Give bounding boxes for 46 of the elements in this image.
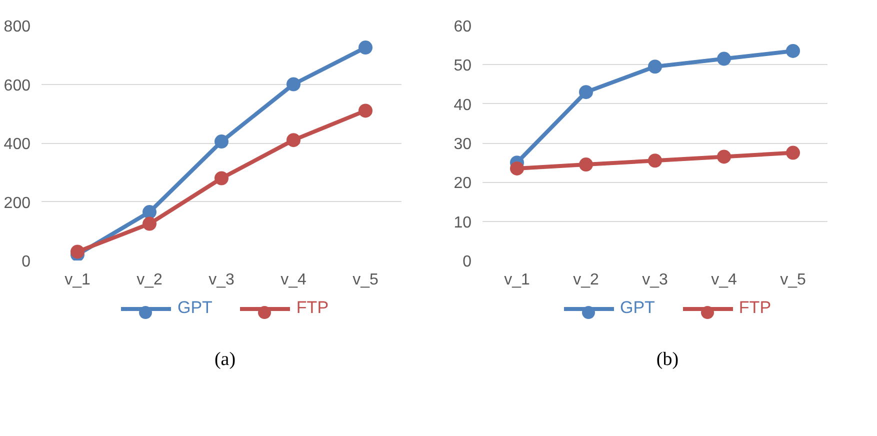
y-tick-label: 0 [462, 254, 472, 270]
point [358, 104, 372, 118]
legend-label: FTP [738, 298, 772, 317]
point [286, 77, 300, 92]
x-tick-label: v_5 [780, 272, 806, 288]
point [786, 44, 800, 58]
point [214, 171, 228, 186]
x-tick-label: v_1 [64, 272, 90, 288]
point [358, 40, 372, 55]
x-tick-label: v_1 [504, 272, 530, 288]
text: (b) [656, 348, 679, 372]
x-tick-label: v_2 [136, 272, 162, 288]
point [510, 161, 524, 176]
point [648, 154, 662, 168]
point [786, 146, 800, 160]
y-tick-label: 800 [4, 18, 31, 36]
y-tick-label: 10 [454, 214, 472, 232]
x-tick-label: v_5 [352, 272, 378, 288]
point [717, 150, 731, 164]
point [70, 244, 84, 259]
x-tick-label: v_3 [208, 272, 234, 288]
y-tick-label: 30 [454, 136, 472, 153]
x-tick-label: v_4 [711, 272, 737, 288]
point [717, 52, 731, 66]
y-tick-label: 200 [4, 194, 31, 212]
x-tick-label: v_3 [642, 272, 668, 288]
x-tick-label: v_2 [573, 272, 599, 288]
x-tick-label: v_4 [280, 272, 306, 288]
legend-label: FTP [295, 298, 329, 317]
point [214, 134, 228, 149]
y-tick-label: 20 [454, 175, 472, 192]
text: (a) [214, 348, 236, 372]
y-tick-label: 0 [22, 254, 31, 270]
y-tick-label: 600 [4, 77, 31, 94]
y-tick-label: 40 [454, 96, 472, 114]
point [286, 133, 300, 148]
point [579, 158, 593, 172]
point [648, 60, 662, 74]
y-tick-label: 50 [454, 58, 472, 75]
y-tick-label: 400 [4, 136, 31, 153]
legend-label: GPT [176, 298, 212, 317]
point [142, 205, 156, 220]
legend-label: GPT [618, 298, 655, 317]
point [142, 216, 156, 231]
y-tick-label: 60 [454, 18, 472, 36]
point [579, 85, 593, 100]
